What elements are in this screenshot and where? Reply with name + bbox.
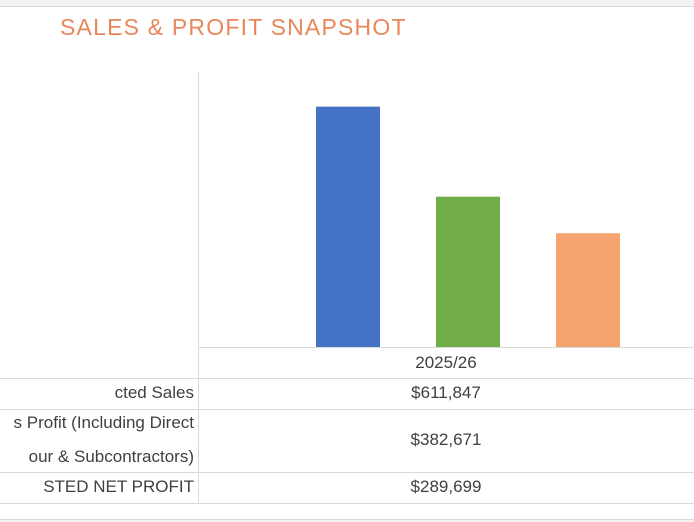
row-value-gross: $382,671 [410,430,482,449]
row-label-sales: cted Sales [114,383,194,402]
chart-title: SALES & PROFIT SNAPSHOT [60,14,407,40]
row-value-net: $289,699 [410,477,482,496]
row-label-gross-line1: s Profit (Including Direct [13,413,194,432]
table-header-period: 2025/26 [415,353,477,372]
bar-projected-sales [316,106,380,348]
bar-projected-net-profit [556,233,620,347]
row-label-gross-line2: our & Subcontractors) [28,447,194,466]
bar-gross-profit-including-direct-labour-subcontractors [436,196,500,347]
row-label-net: STED NET PROFIT [43,477,194,496]
row-value-sales: $611,847 [411,383,481,402]
